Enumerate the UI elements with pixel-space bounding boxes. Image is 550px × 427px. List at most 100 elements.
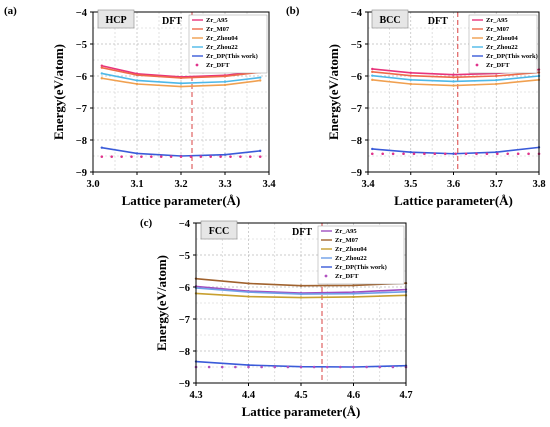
y-tick-label: −8 [179, 347, 190, 358]
data-point-zr-zhou04 [223, 83, 227, 87]
y-axis-label: Energy(eV/atom) [51, 44, 66, 140]
x-tick-label: 3.0 [86, 179, 99, 190]
data-point-zr-zhou22 [259, 76, 262, 79]
structure-tag-box [97, 9, 135, 29]
data-point-zr-zhou22 [100, 72, 104, 75]
structure-tag: BCC [371, 9, 409, 29]
data-point-zr-dft [391, 152, 395, 156]
data-point-zr-dp-this-work- [135, 152, 139, 155]
legend-entry: Zr_Zhou22 [486, 44, 518, 51]
data-point-zr-dft [433, 152, 437, 156]
panel-2: DFT 4.3 4.4 4.5 4.6 4.7 −9 −8 −7 −6 −5 −4 Lattice pa… [140, 217, 413, 419]
data-point-zr-dft [169, 155, 173, 158]
data-point-zr-m07 [299, 284, 303, 287]
data-point-zr-m07 [247, 282, 250, 285]
x-tick-label: 3.4 [361, 179, 375, 190]
y-tick-label: −8 [351, 136, 362, 147]
legend: Zr_A95 Zr_M07 Zr_Zhou04 Zr_Zhou22 Zr_DP(This… [468, 14, 538, 74]
dft-marker-label: DFT [292, 227, 312, 238]
data-point-zr-dft [464, 152, 468, 156]
data-point-zr-a95 [452, 73, 455, 76]
data-point-zr-dft [352, 365, 355, 369]
x-tick-label: 3.5 [404, 179, 417, 190]
data-point-zr-m07 [135, 73, 139, 77]
data-point-zr-dft [402, 152, 405, 156]
legend-entry: Zr_DP(This work) [206, 53, 258, 60]
data-point-zr-dft [150, 155, 153, 158]
data-point-zr-dft [496, 152, 499, 156]
structure-tag-label: BCC [379, 15, 400, 26]
data-point-zr-zhou04 [247, 295, 250, 298]
legend-entry: Zr_M07 [335, 237, 359, 244]
data-point-zr-dft [370, 152, 374, 156]
x-tick-label: 3.6 [447, 179, 460, 190]
legend-entry: Zr_DP(This work) [335, 264, 387, 271]
data-point-zr-zhou04 [259, 79, 262, 82]
data-point-zr-dp-this-work- [371, 147, 374, 151]
data-point-zr-dft [378, 365, 382, 369]
legend-entry: Zr_Zhou22 [335, 255, 367, 262]
structure-tag: FCC [200, 220, 238, 240]
legend-entry: Zr_DFT [206, 62, 230, 69]
y-axis-label: Energy(eV/atom) [154, 255, 169, 351]
legend-entry: Zr_A95 [206, 17, 228, 24]
data-point-zr-dft [140, 155, 143, 158]
data-point-zr-m07 [223, 75, 227, 78]
legend-entry: Zr_A95 [486, 17, 508, 24]
data-point-zr-dft [506, 152, 510, 156]
data-point-zr-dft [234, 365, 237, 369]
data-point-zr-zhou04 [135, 82, 139, 86]
data-point-zr-dft [249, 155, 252, 158]
data-point-zr-zhou22 [223, 80, 227, 83]
x-tick-label: 4.5 [294, 390, 307, 401]
structure-tag: HCP [97, 9, 135, 29]
legend-entry: Zr_DFT [486, 62, 510, 69]
data-point-zr-dft [219, 155, 222, 158]
data-point-zr-dp-this-work- [259, 149, 262, 153]
data-point-zr-dp-this-work- [223, 153, 227, 156]
y-tick-label: −7 [179, 315, 190, 326]
y-tick-label: −5 [351, 40, 362, 51]
data-point-zr-dft [199, 155, 203, 158]
y-axis-label: Energy(eV/atom) [326, 44, 341, 140]
data-point-zr-dft [286, 365, 290, 369]
legend-entry: Zr_A95 [335, 228, 357, 235]
data-point-zr-dft [179, 155, 183, 158]
data-point-zr-dp-this-work- [247, 363, 250, 367]
structure-tag-label: HCP [105, 15, 126, 26]
data-point-zr-dft [391, 365, 395, 369]
legend-box [468, 14, 538, 74]
data-point-zr-zhou22 [371, 74, 374, 77]
data-point-zr-dft [189, 155, 193, 158]
structure-tag-box [200, 220, 238, 240]
y-tick-label: −7 [351, 104, 362, 115]
x-tick-label: 4.4 [242, 390, 256, 401]
y-tick-label: −9 [76, 168, 87, 179]
legend-entry: Zr_DFT [335, 273, 359, 280]
data-point-zr-m07 [371, 70, 374, 74]
data-point-zr-m07 [352, 284, 355, 287]
data-point-zr-m07 [100, 66, 104, 69]
dft-marker-label: DFT [428, 16, 448, 27]
y-tick-label: −4 [351, 8, 363, 19]
data-point-zr-dft [239, 155, 242, 158]
data-point-zr-dft [207, 365, 211, 369]
data-point-zr-m07 [495, 74, 498, 78]
panel-label: (a) [4, 5, 17, 17]
legend-swatch [195, 63, 199, 67]
data-point-zr-dft [339, 365, 342, 369]
x-tick-label: 4.3 [189, 390, 202, 401]
data-point-zr-dft [516, 152, 520, 156]
y-tick-label: −6 [76, 72, 87, 83]
legend-entry: Zr_M07 [486, 26, 510, 33]
data-point-zr-dft [475, 152, 478, 156]
data-point-zr-zhou04 [179, 85, 183, 88]
data-point-zr-dft [443, 152, 447, 156]
y-tick-label: −9 [351, 168, 362, 179]
data-point-zr-dft [258, 155, 262, 158]
data-point-zr-dft [381, 152, 384, 156]
legend-entry: Zr_Zhou04 [335, 246, 368, 253]
data-point-zr-dft [130, 155, 133, 158]
legend-box [317, 225, 405, 285]
